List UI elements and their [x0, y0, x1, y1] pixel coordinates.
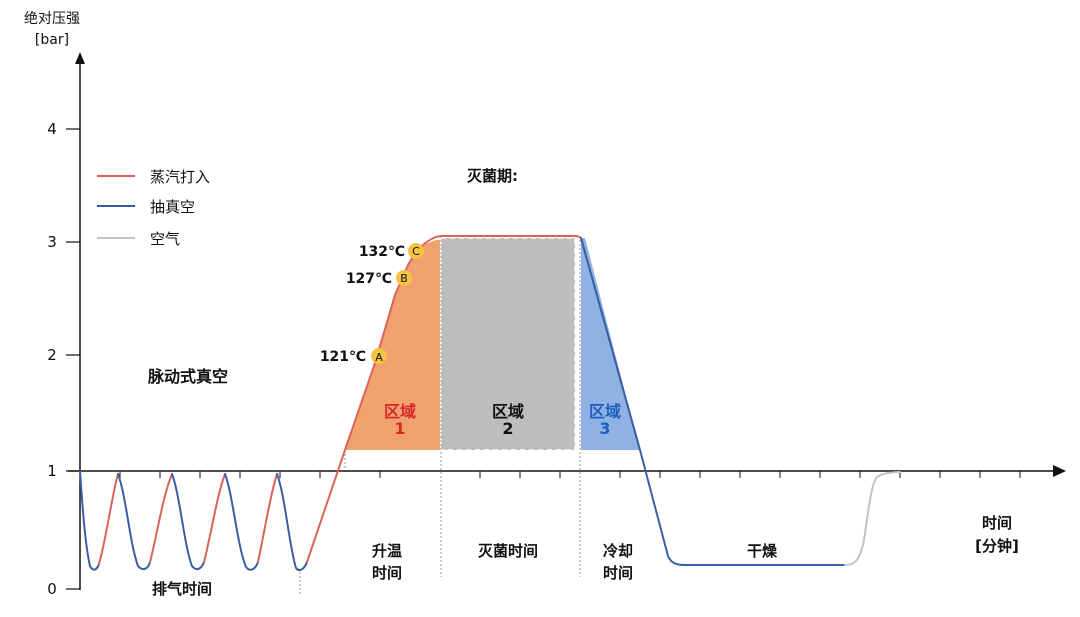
pulse-vacuum-curve: [79, 235, 901, 571]
y-axis-title-line2: [bar]: [35, 32, 69, 48]
vacuum-segment-5: [276, 473, 308, 571]
zone-2-label: 区域: [492, 402, 524, 421]
air-inlet-segment: [844, 471, 901, 566]
y-tick-label-1: 1: [47, 462, 57, 480]
vacuum-cooling-segment: [580, 237, 846, 566]
marker-b: [396, 270, 412, 286]
zone-3-label: 区域: [589, 402, 621, 421]
y-tick-label-2: 2: [47, 346, 57, 364]
temp-label-121: 121℃: [320, 349, 366, 365]
vacuum-segment-4: [224, 473, 259, 571]
y-axis-ticks: [66, 128, 80, 590]
y-tick-label-3: 3: [47, 233, 57, 251]
temp-label-127: 127℃: [346, 271, 392, 287]
zone-2-number: 2: [502, 419, 513, 438]
phase-cooling-line2: 时间: [603, 564, 633, 582]
vacuum-segment-3: [171, 473, 205, 571]
y-axis-title-line1: 绝对压强: [24, 11, 80, 27]
legend-label-vacuum: 抽真空: [150, 198, 195, 216]
phase-exhaust-label: 排气时间: [152, 580, 212, 598]
zone-2-area: [441, 238, 575, 450]
steam-segment-4: [257, 473, 278, 563]
marker-c-letter: C: [412, 245, 420, 258]
steam-segment-1: [98, 473, 119, 565]
phase-cooling-line1: 冷却: [603, 542, 633, 560]
steam-segment-3: [203, 473, 226, 563]
vacuum-segment-1: [79, 470, 100, 571]
legend-label-steam: 蒸汽打入: [150, 168, 210, 186]
sterilization-phase-title: 灭菌期:: [466, 167, 518, 185]
marker-a-letter: A: [375, 351, 383, 364]
zone-1-area: [345, 240, 440, 450]
x-axis-arrow: [1053, 465, 1066, 477]
steam-segment-2: [149, 473, 173, 563]
phase-drying-label: 干燥: [747, 542, 778, 560]
marker-c: [408, 243, 424, 259]
vacuum-segment-2: [117, 473, 151, 571]
pulse-vacuum-label: 脉动式真空: [147, 367, 228, 386]
marker-a: [371, 348, 387, 364]
marker-b-letter: B: [400, 272, 408, 285]
phase-sterilize-label: 灭菌时间: [477, 542, 538, 560]
legend-label-air: 空气: [150, 230, 180, 248]
y-tick-label-4: 4: [47, 120, 57, 138]
legend: 蒸汽打入 抽真空 空气: [97, 168, 210, 248]
zone-3-number: 3: [599, 419, 610, 438]
phase-heating-line1: 升温: [372, 542, 402, 560]
x-axis-title-line2: [分钟]: [975, 537, 1019, 555]
x-axis-title-line1: 时间: [982, 514, 1012, 532]
x-axis-ticks: [119, 471, 1021, 478]
y-axis-arrow: [75, 52, 85, 64]
zone-1-number: 1: [394, 419, 405, 438]
phase-heating-line2: 时间: [372, 564, 402, 582]
zone-1-label: 区域: [384, 402, 416, 421]
temperature-markers: 121℃ A 127℃ B 132℃ C: [320, 243, 424, 365]
temp-label-132: 132℃: [359, 244, 405, 260]
steam-heatup-segment: [306, 235, 582, 563]
y-tick-label-0: 0: [47, 580, 57, 598]
